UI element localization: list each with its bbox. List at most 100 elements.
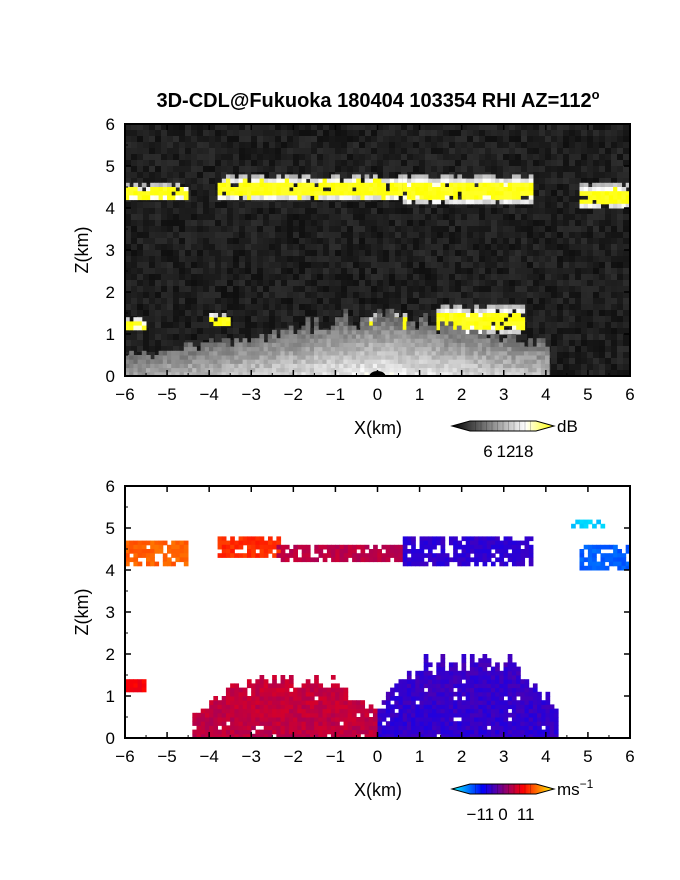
noise-cell: [125, 274, 131, 280]
noise-cell: [311, 250, 317, 256]
noise-cell: [551, 268, 557, 274]
noise-cell: [461, 160, 467, 166]
noise-cell: [311, 226, 317, 232]
noise-cell: [419, 160, 425, 166]
noise-cell: [443, 166, 449, 172]
reflectivity-cell: [482, 321, 488, 327]
reflectivity-cell: [200, 363, 206, 369]
reflectivity-cell: [133, 317, 139, 322]
noise-cell: [575, 334, 581, 340]
reflectivity-cell: [448, 191, 454, 196]
reflectivity-cell: [335, 195, 340, 201]
reflectivity-cell: [217, 371, 223, 376]
reflectivity-cell: [276, 182, 282, 188]
reflectivity-cell: [389, 308, 395, 314]
noise-cell: [161, 124, 167, 130]
noise-cell: [473, 274, 479, 280]
noise-cell: [149, 256, 155, 262]
noise-cell: [389, 274, 395, 280]
noise-cell: [497, 334, 503, 340]
noise-cell: [605, 172, 611, 178]
noise-cell: [347, 130, 353, 136]
noise-cell: [365, 160, 371, 166]
noise-cell: [347, 124, 353, 130]
noise-cell: [371, 268, 377, 274]
noise-cell: [179, 166, 185, 172]
noise-cell: [197, 154, 203, 160]
reflectivity-cell: [276, 342, 281, 348]
reflectivity-cell: [465, 187, 471, 192]
reflectivity-cell: [608, 195, 614, 201]
reflectivity-cell: [343, 187, 349, 192]
noise-cell: [479, 304, 485, 310]
noise-cell: [587, 358, 593, 364]
reflectivity-cell: [410, 367, 416, 373]
reflectivity-cell: [490, 191, 496, 196]
noise-cell: [149, 178, 155, 184]
noise-cell: [485, 268, 491, 274]
reflectivity-cell: [255, 187, 261, 192]
noise-cell: [155, 136, 161, 142]
noise-cell: [131, 286, 137, 292]
noise-cell: [131, 346, 137, 352]
noise-cell: [617, 286, 623, 292]
noise-cell: [263, 286, 269, 292]
reflectivity-cell: [419, 195, 425, 201]
noise-cell: [455, 202, 461, 208]
reflectivity-cell: [511, 191, 517, 196]
noise-cell: [191, 202, 197, 208]
noise-cell: [521, 172, 527, 178]
noise-cell: [137, 274, 143, 280]
reflectivity-cell: [141, 195, 147, 201]
reflectivity-cell: [335, 317, 340, 322]
reflectivity-cell: [444, 317, 450, 322]
noise-cell: [275, 334, 281, 340]
reflectivity-cell: [385, 308, 391, 314]
noise-cell: [155, 142, 161, 148]
noise-cell: [359, 310, 365, 316]
reflectivity-cell: [288, 334, 294, 339]
noise-cell: [485, 148, 491, 154]
noise-cell: [437, 262, 443, 268]
reflectivity-cell: [385, 325, 391, 331]
noise-cell: [491, 274, 497, 280]
noise-cell: [137, 160, 143, 166]
noise-cell: [611, 310, 617, 316]
noise-cell: [359, 124, 365, 130]
noise-cell: [227, 142, 233, 148]
noise-cell: [593, 286, 599, 292]
reflectivity-cell: [393, 334, 399, 339]
noise-cell: [593, 280, 599, 286]
noise-cell: [527, 220, 533, 226]
noise-cell: [467, 256, 473, 262]
noise-cell: [263, 262, 269, 268]
reflectivity-cell: [246, 182, 252, 188]
noise-cell: [329, 130, 335, 136]
noise-cell: [335, 136, 341, 142]
noise-cell: [323, 298, 329, 304]
noise-cell: [599, 154, 605, 160]
noise-cell: [257, 226, 263, 232]
noise-cell: [539, 160, 545, 166]
noise-cell: [287, 304, 293, 310]
noise-cell: [215, 202, 221, 208]
noise-cell: [161, 214, 167, 220]
reflectivity-cell: [356, 191, 361, 196]
noise-cell: [563, 190, 569, 196]
noise-cell: [233, 130, 239, 136]
noise-cell: [227, 226, 233, 232]
noise-cell: [557, 220, 563, 226]
reflectivity-cell: [393, 338, 399, 343]
noise-cell: [617, 250, 623, 256]
noise-cell: [509, 238, 515, 244]
reflectivity-cell: [600, 182, 606, 188]
noise-cell: [131, 202, 137, 208]
noise-cell: [593, 256, 599, 262]
reflectivity-cell: [175, 367, 181, 373]
reflectivity-cell: [272, 187, 277, 192]
reflectivity-cell: [309, 338, 315, 343]
noise-cell: [551, 304, 557, 310]
reflectivity-cell: [600, 191, 606, 196]
reflectivity-cell: [188, 371, 193, 376]
noise-cell: [383, 208, 389, 214]
